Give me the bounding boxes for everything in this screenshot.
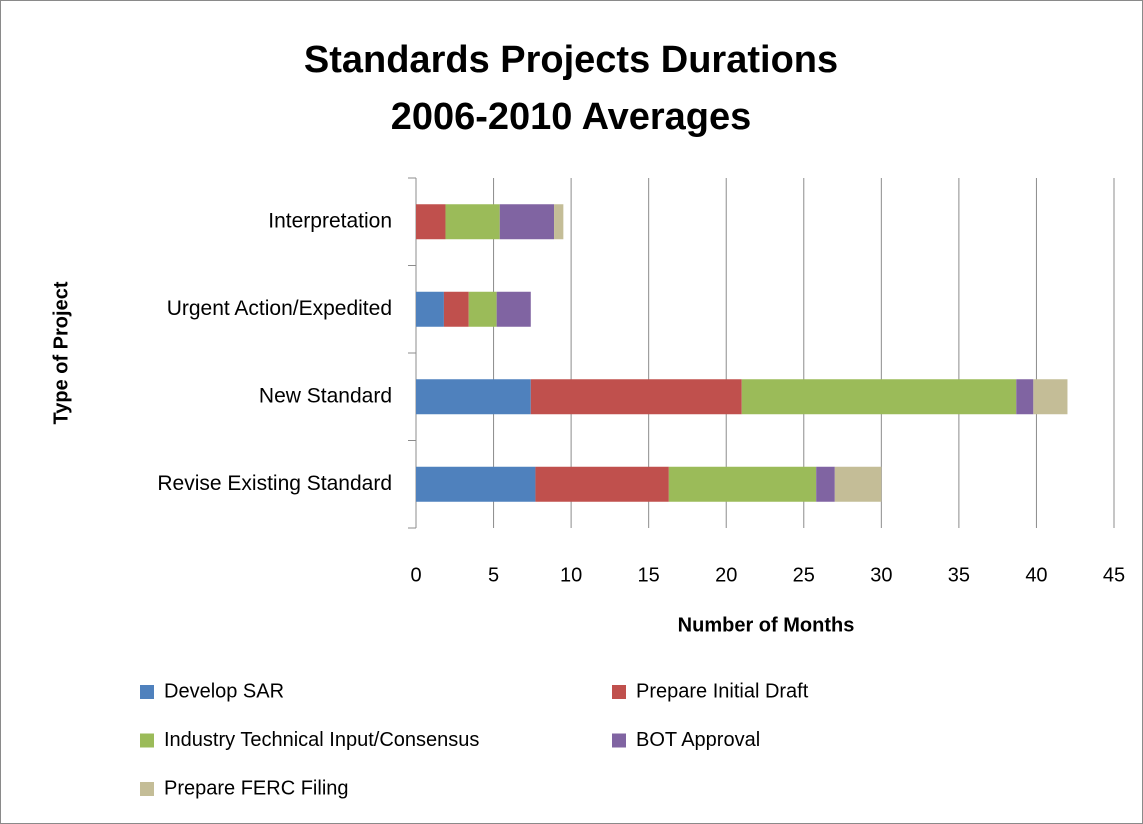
bar-segment: [1033, 379, 1068, 415]
bar-segment: [741, 379, 1017, 415]
x-axis-label: Number of Months: [678, 614, 855, 636]
legend-swatch: [140, 782, 154, 796]
bar-segment: [443, 291, 469, 327]
legend-label: BOT Approval: [636, 729, 760, 751]
y-tick-label: Urgent Action/Expedited: [167, 297, 392, 320]
x-tick-label: 40: [1025, 564, 1047, 586]
x-tick-label: 15: [638, 564, 660, 586]
legend-swatch: [140, 733, 154, 748]
legend-swatch: [612, 685, 626, 699]
x-tick-label: 0: [410, 564, 421, 586]
legend-label: Industry Technical Input/Consensus: [164, 729, 479, 751]
x-tick-label: 5: [488, 564, 499, 586]
x-tick-label: 10: [560, 564, 582, 586]
bar-segment: [816, 466, 835, 502]
bar-segment: [496, 291, 531, 327]
bar-segment: [530, 379, 742, 415]
bar-segment: [668, 466, 817, 502]
x-tick-label: 35: [948, 564, 970, 586]
y-axis-label: Type of Project: [50, 281, 72, 424]
legend-swatch: [140, 685, 154, 699]
bar-segment: [416, 379, 531, 415]
bar-segment: [468, 291, 497, 327]
x-tick-label: 25: [793, 564, 815, 586]
bar-segment: [535, 466, 669, 502]
bar-segment: [416, 204, 446, 240]
legend-label: Prepare Initial Draft: [636, 680, 809, 702]
bar-segment: [554, 204, 564, 240]
legend-label: Prepare FERC Filing: [164, 777, 349, 799]
x-tick-label: 45: [1103, 564, 1125, 586]
legend-swatch: [612, 733, 626, 748]
bar-segment: [445, 204, 500, 240]
bar-segment: [1016, 379, 1034, 415]
x-tick-label: 20: [715, 564, 737, 586]
y-tick-label: Interpretation: [268, 209, 392, 232]
bar-segment: [416, 291, 444, 327]
y-tick-label: Revise Existing Standard: [157, 472, 392, 495]
legend-label: Develop SAR: [164, 680, 284, 702]
bar-segment: [499, 204, 555, 240]
chart-title: Standards Projects Durations: [304, 39, 838, 81]
x-tick-label: 30: [870, 564, 892, 586]
chart-title: 2006-2010 Averages: [391, 96, 752, 138]
y-tick-label: New Standard: [259, 384, 392, 407]
bar-segment: [834, 466, 882, 502]
bar-segment: [416, 466, 536, 502]
